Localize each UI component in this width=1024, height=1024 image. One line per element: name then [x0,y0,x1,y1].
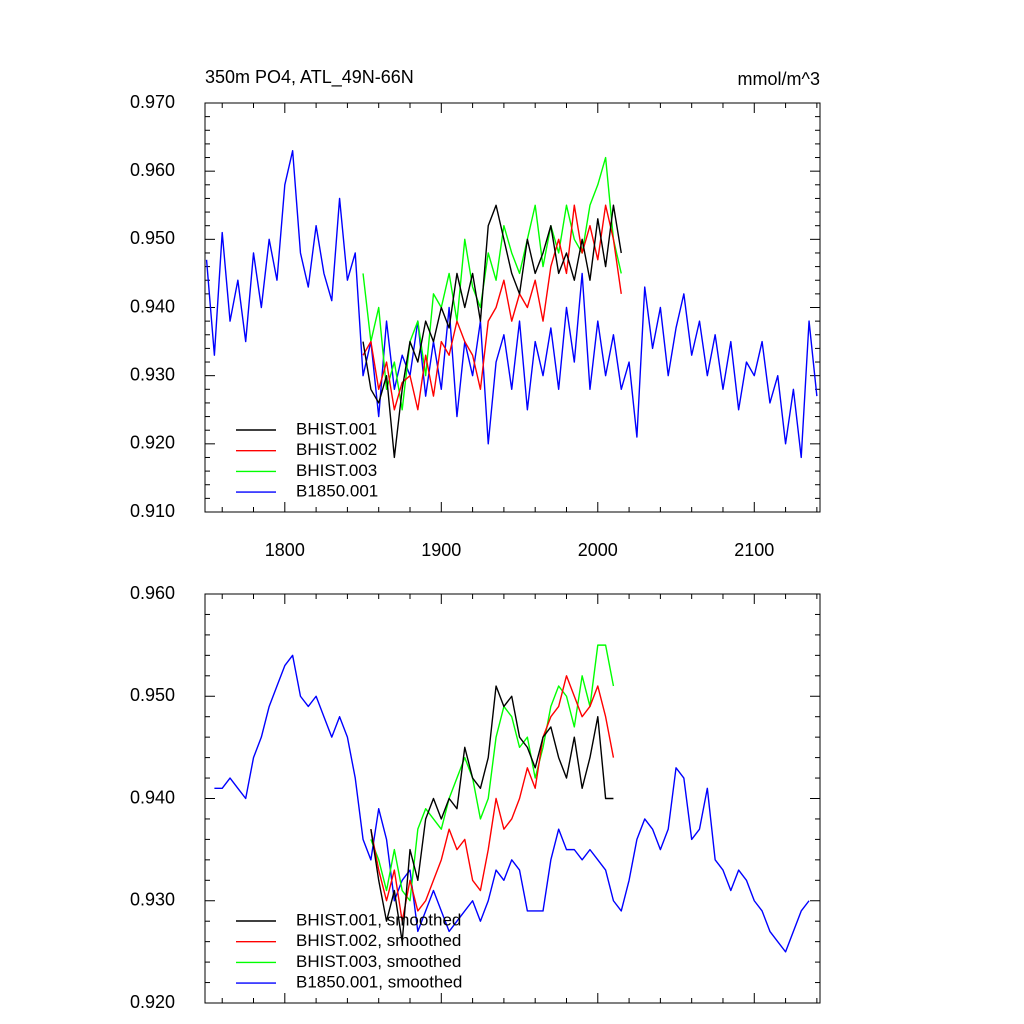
series-line [370,685,614,943]
series-line [214,654,810,953]
y-tick-label: 0.960 [130,583,175,603]
legend-label: BHIST.001 [296,419,377,438]
units-label: mmol/m^3 [738,69,820,89]
y-tick-label: 0.920 [130,433,175,453]
y-tick-label: 0.970 [130,92,175,112]
legend-label: B1850.001, smoothed [296,973,462,992]
y-tick-label: 0.930 [130,364,175,384]
legend-label: BHIST.002, smoothed [296,931,461,950]
series-line [362,204,622,459]
y-tick-label: 0.910 [130,501,175,521]
series-line [362,204,622,411]
x-tick-label: 2000 [578,540,618,560]
y-tick-label: 0.950 [130,228,175,248]
series-line [370,675,615,922]
legend-label: B1850.001 [296,482,378,501]
y-tick-label: 0.940 [130,787,175,807]
x-tick-label: 2100 [734,540,774,560]
legend-label: BHIST.002 [296,440,377,459]
series-line [205,150,818,459]
series-line [362,156,622,411]
legend-label: BHIST.003 [296,461,377,480]
y-tick-label: 0.920 [130,992,175,1012]
y-tick-label: 0.950 [130,685,175,705]
y-tick-label: 0.960 [130,160,175,180]
legend-label: BHIST.003, smoothed [296,952,461,971]
y-tick-label: 0.930 [130,890,175,910]
legend-label: BHIST.001, smoothed [296,910,461,929]
x-tick-label: 1900 [421,540,461,560]
y-tick-label: 0.940 [130,296,175,316]
series-line [370,644,615,902]
x-tick-label: 1800 [265,540,305,560]
chart-title: 350m PO4, ATL_49N-66N [205,67,414,88]
